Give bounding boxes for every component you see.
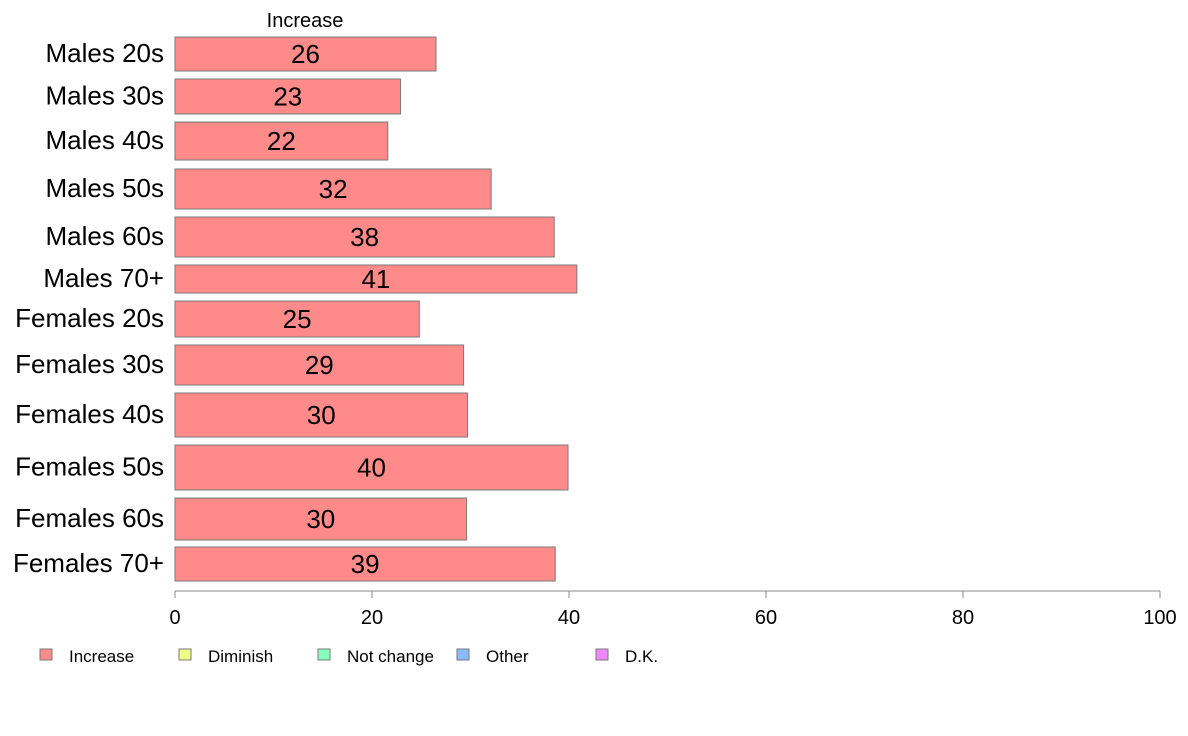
data-label: 40 — [357, 453, 386, 483]
bar — [174, 78, 402, 115]
x-tick-label: 100 — [1143, 607, 1176, 629]
bar — [174, 392, 469, 438]
legend-swatch — [456, 648, 470, 661]
category-label: Females 20s — [15, 303, 164, 333]
bar — [174, 497, 468, 541]
legend-swatch — [39, 648, 53, 661]
category-label: Males 60s — [46, 221, 165, 251]
column-header: Increase — [267, 10, 344, 32]
data-label: 39 — [351, 549, 380, 579]
bar — [174, 121, 389, 161]
data-label: 30 — [307, 400, 336, 430]
legend-label: D.K. — [625, 647, 658, 666]
category-label: Females 60s — [15, 503, 164, 533]
category-label: Females 30s — [15, 349, 164, 379]
category-labels: Males 20s Males 30s Males 40s Males 50s Male… — [13, 38, 164, 578]
bar — [174, 344, 465, 386]
category-label: Males 70+ — [43, 263, 164, 293]
category-label: Males 30s — [46, 81, 165, 111]
data-label: 38 — [350, 222, 379, 252]
legend: Increase Diminish Not change Other D.K. — [39, 647, 658, 666]
data-label: 29 — [305, 350, 334, 380]
x-tick-label: 0 — [169, 607, 180, 629]
category-label: Males 40s — [46, 125, 165, 155]
legend-swatch — [178, 648, 192, 661]
data-label: 41 — [361, 264, 390, 294]
legend-label: Increase — [69, 647, 134, 666]
bar — [174, 216, 555, 258]
bar — [174, 546, 556, 582]
bar — [174, 36, 437, 72]
x-axis: 0 20 40 60 80 100 — [169, 590, 1177, 629]
x-tick-label: 80 — [952, 607, 974, 629]
legend-label: Diminish — [208, 647, 273, 666]
data-label: 25 — [283, 304, 312, 334]
bar — [174, 168, 492, 210]
data-label: 30 — [306, 504, 335, 534]
legend-swatch — [595, 648, 609, 661]
bar — [174, 264, 578, 294]
bar — [174, 300, 420, 338]
category-label: Males 50s — [46, 173, 165, 203]
x-tick-label: 20 — [361, 607, 383, 629]
category-label: Females 40s — [15, 399, 164, 429]
legend-label: Not change — [347, 647, 434, 666]
data-label: 32 — [319, 174, 348, 204]
category-label: Males 20s — [46, 38, 165, 68]
x-tick-label: 60 — [755, 607, 777, 629]
x-tick-label: 40 — [558, 607, 580, 629]
category-label: Females 50s — [15, 452, 164, 482]
category-label: Females 70+ — [13, 548, 164, 578]
data-label: 23 — [273, 82, 302, 112]
legend-label: Other — [486, 647, 529, 666]
data-label: 26 — [291, 39, 320, 69]
legend-swatch — [317, 648, 331, 661]
data-label: 22 — [267, 126, 296, 156]
bar — [174, 444, 569, 491]
